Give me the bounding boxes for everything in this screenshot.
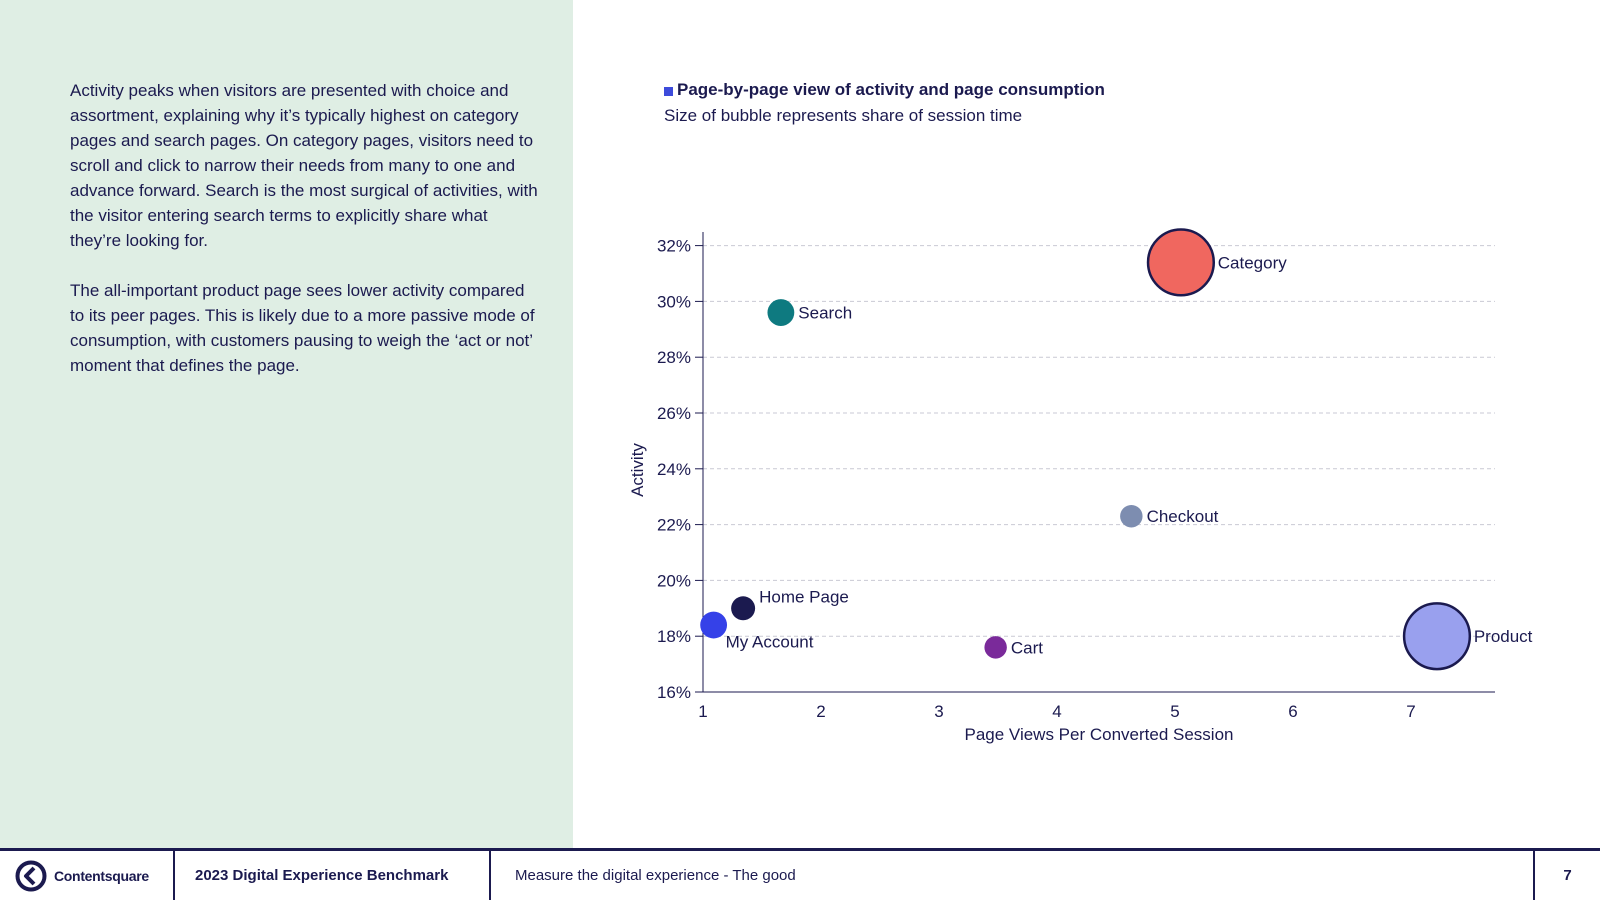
- footer-section-title: Measure the digital experience - The goo…: [515, 867, 796, 884]
- bubble-label-checkout: Checkout: [1147, 507, 1219, 526]
- bubble-cart: [984, 636, 1007, 659]
- x-tick-label: 3: [934, 702, 943, 721]
- x-axis-title: Page Views Per Converted Session: [964, 725, 1233, 744]
- y-tick-label: 18%: [657, 627, 691, 646]
- bubble-checkout: [1120, 505, 1143, 528]
- bubble-home-page: [731, 596, 756, 621]
- y-tick-label: 16%: [657, 683, 691, 702]
- chart-title-text: Page-by-page view of activity and page c…: [677, 80, 1105, 99]
- x-tick-label: 5: [1170, 702, 1179, 721]
- chart-header: Page-by-page view of activity and page c…: [664, 80, 1105, 126]
- bubble-label-search: Search: [798, 304, 852, 323]
- y-tick-label: 30%: [657, 292, 691, 311]
- footer: Contentsquare 2023 Digital Experience Be…: [0, 848, 1600, 900]
- y-tick-label: 20%: [657, 571, 691, 590]
- footer-report-title: 2023 Digital Experience Benchmark: [175, 851, 491, 900]
- bubble-label-cart: Cart: [1011, 638, 1043, 657]
- y-tick-label: 32%: [657, 237, 691, 256]
- y-tick-label: 28%: [657, 348, 691, 367]
- x-tick-label: 2: [816, 702, 825, 721]
- page-number: 7: [1533, 851, 1600, 900]
- title-marker-icon: [664, 87, 673, 96]
- logo-text: Contentsquare: [54, 867, 149, 884]
- contentsquare-logo-icon: [15, 860, 47, 891]
- y-tick-label: 24%: [657, 460, 691, 479]
- bubble-label-my-account: My Account: [726, 632, 814, 651]
- bubble-label-category: Category: [1218, 253, 1287, 272]
- bubble-label-home-page: Home Page: [759, 587, 849, 606]
- x-tick-label: 6: [1288, 702, 1297, 721]
- y-axis-title: Activity: [628, 443, 647, 497]
- x-tick-label: 4: [1052, 702, 1061, 721]
- y-tick-label: 22%: [657, 516, 691, 535]
- x-tick-label: 7: [1406, 702, 1415, 721]
- paragraph-2: The all-important product page sees lowe…: [70, 281, 535, 375]
- bubble-label-product: Product: [1474, 627, 1533, 646]
- chart-title: Page-by-page view of activity and page c…: [664, 80, 1105, 100]
- bubble-my-account: [700, 611, 728, 639]
- bubble-search: [767, 299, 795, 326]
- x-tick-label: 1: [698, 702, 707, 721]
- paragraph-1: Activity peaks when visitors are present…: [70, 81, 538, 250]
- bubble-category: [1146, 228, 1216, 297]
- bubble-chart: 16% 18% 20% 22% 24% 26% 28% 30% 32% 1 2 3 4 5 6 7 Page V…: [628, 228, 1533, 744]
- bubble-product: [1402, 602, 1472, 671]
- y-tick-label: 26%: [657, 404, 691, 423]
- left-panel: Activity peaks when visitors are present…: [0, 0, 573, 848]
- body-text: Activity peaks when visitors are present…: [70, 78, 540, 403]
- footer-logo: Contentsquare: [0, 851, 175, 900]
- chart-subtitle: Size of bubble represents share of sessi…: [664, 106, 1023, 125]
